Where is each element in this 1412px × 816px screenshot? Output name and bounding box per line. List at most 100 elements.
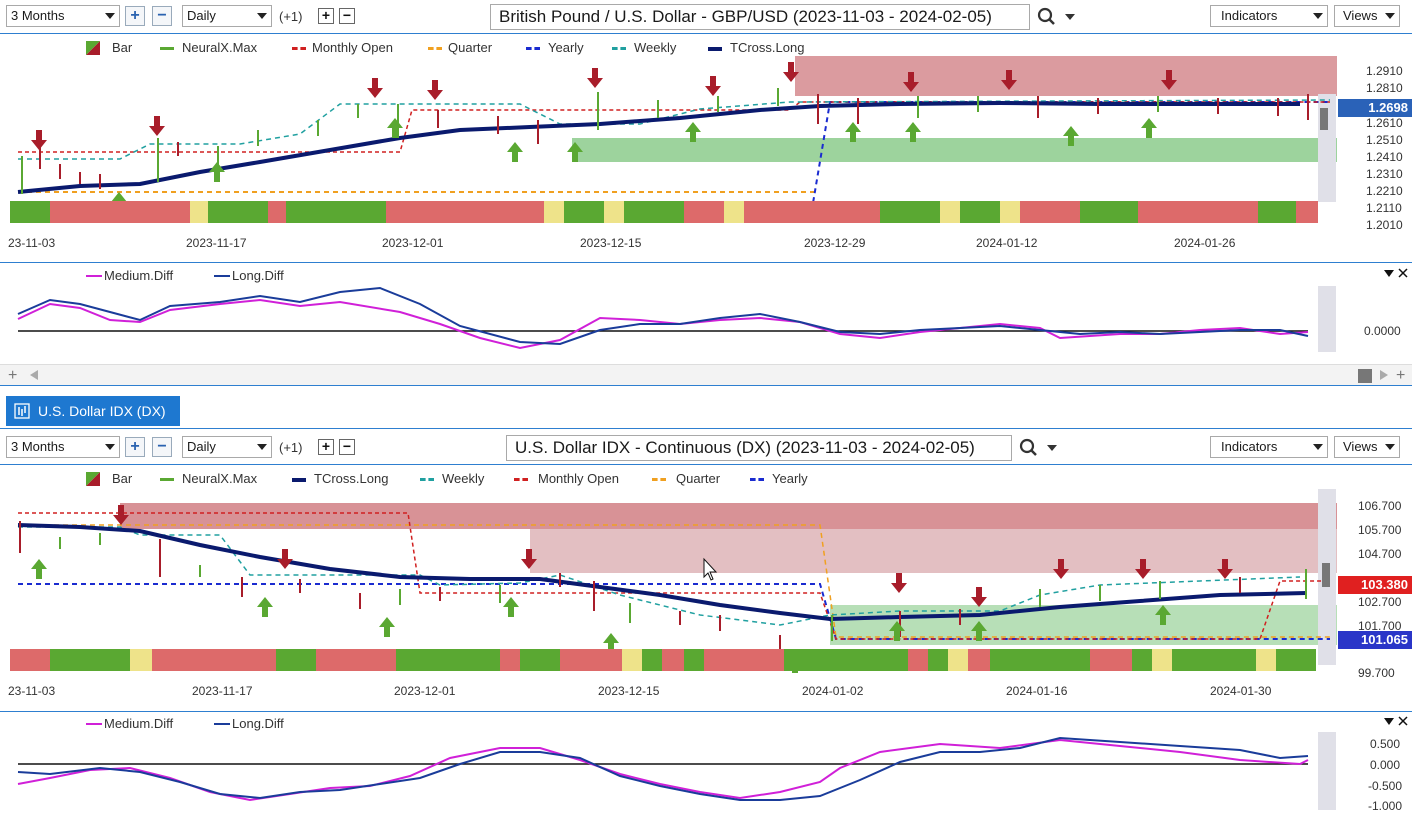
yearly-price-tag: 101.065 [1338, 631, 1412, 649]
monthly-legend-icon [292, 47, 306, 50]
indicators-label: Indicators [1221, 439, 1278, 454]
search-icon[interactable] [1018, 438, 1040, 458]
decrease-offset-button[interactable]: − [339, 8, 355, 24]
symbol-title[interactable]: British Pound / U.S. Dollar - GBP/USD (2… [490, 4, 1030, 30]
close-icon[interactable] [1398, 268, 1408, 278]
date-tick: 2023-11-17 [186, 236, 247, 250]
price-tick: 105.700 [1358, 523, 1402, 537]
add-period-button[interactable]: + [125, 437, 145, 457]
date-tick: 23-11-03 [8, 684, 56, 698]
increase-offset-button[interactable]: + [318, 439, 334, 455]
date-tick: 2024-01-02 [802, 684, 864, 698]
date-tick: 2023-12-01 [394, 684, 456, 698]
views-select[interactable]: Views [1334, 436, 1400, 458]
legend-neuralx: NeuralX.Max [182, 40, 258, 55]
price-tick: 1.2610 [1366, 116, 1403, 130]
symbol-title[interactable]: U.S. Dollar IDX - Continuous (DX) (2023-… [506, 435, 1012, 461]
sell-arrows [113, 505, 1233, 607]
increase-offset-button[interactable]: + [318, 8, 334, 24]
chevron-down-icon [1385, 444, 1395, 450]
bottom-price-chart[interactable]: Bar NeuralX.Max TCross.Long Weekly Month… [0, 465, 1412, 711]
zoom-in-icon[interactable]: + [8, 367, 18, 384]
medium-diff-legend-icon [86, 723, 102, 725]
scroll-thumb[interactable] [1358, 369, 1372, 383]
legend-long-diff: Long.Diff [232, 268, 284, 283]
bottom-diff-chart[interactable]: Medium.Diff Long.Diff 0.500 0.000 -0.500… [0, 712, 1412, 816]
monthly-legend-icon [514, 478, 528, 481]
bottom-toolbar: 3 Months + − Daily (+1) + − U.S. Dollar … [0, 431, 1412, 465]
chevron-down-icon [1385, 13, 1395, 19]
legend-yearly: Yearly [548, 40, 584, 55]
offset-label: (+1) [279, 9, 303, 24]
price-tick: 104.700 [1358, 547, 1402, 561]
top-diff-plot[interactable] [0, 264, 1412, 364]
legend-neuralx: NeuralX.Max [182, 471, 258, 486]
current-price-tag: 1.2698 [1338, 99, 1412, 117]
date-tick: 2023-11-17 [192, 684, 253, 698]
top-diff-chart[interactable]: Medium.Diff Long.Diff 0.0000 [0, 264, 1412, 364]
period-select[interactable]: 3 Months [6, 5, 120, 27]
scroll-right-icon[interactable] [1380, 370, 1388, 380]
bottom-diff-plot[interactable] [0, 712, 1412, 816]
date-tick: 2023-12-15 [580, 236, 642, 250]
price-tick: 99.700 [1358, 666, 1395, 680]
views-label: Views [1343, 8, 1378, 23]
legend-tcross: TCross.Long [730, 40, 805, 55]
price-tick: 106.700 [1358, 499, 1402, 513]
add-period-button[interactable]: + [125, 6, 145, 26]
offset-label: (+1) [279, 440, 303, 455]
medium-diff-legend-icon [86, 275, 102, 277]
chevron-down-icon[interactable] [1046, 443, 1058, 453]
price-tick: 1.2510 [1366, 133, 1403, 147]
period-value: 3 Months [11, 8, 65, 23]
sub-tick: 0.500 [1370, 737, 1401, 751]
legend-yearly: Yearly [772, 471, 808, 486]
regime-strip [10, 201, 1318, 223]
chevron-down-icon[interactable] [1064, 12, 1076, 22]
legend-tcross: TCross.Long [314, 471, 389, 486]
tab-usd-index[interactable]: U.S. Dollar IDX (DX) [6, 396, 180, 426]
date-tick: 23-11-03 [8, 236, 56, 250]
remove-period-button[interactable]: − [152, 6, 172, 26]
top-price-plot[interactable] [0, 34, 1412, 262]
regime-strip [10, 649, 1316, 671]
collapse-icon[interactable] [1384, 718, 1394, 726]
legend-medium-diff: Medium.Diff [104, 716, 174, 731]
interval-value: Daily [187, 8, 216, 23]
chevron-down-icon [1313, 444, 1323, 450]
views-select[interactable]: Views [1334, 5, 1400, 27]
sell-arrows [31, 62, 1177, 150]
tcross-legend-icon [708, 47, 722, 51]
top-price-chart[interactable]: Bar NeuralX.Max Monthly Open Quarter Yea… [0, 34, 1412, 262]
long-diff-legend-icon [214, 723, 230, 725]
tcross-legend-icon [292, 478, 306, 482]
price-tick: 1.2010 [1366, 218, 1403, 232]
remove-period-button[interactable]: − [152, 437, 172, 457]
interval-select[interactable]: Daily [182, 436, 272, 458]
date-tick: 2024-01-26 [1174, 236, 1236, 250]
horizontal-scrollbar[interactable]: + + [0, 364, 1412, 386]
chevron-down-icon [257, 13, 267, 19]
search-icon[interactable] [1036, 7, 1058, 27]
zoom-out-icon[interactable]: + [1396, 367, 1406, 384]
chevron-down-icon [1313, 13, 1323, 19]
chevron-down-icon [257, 444, 267, 450]
bottom-price-plot[interactable] [0, 465, 1412, 711]
period-select[interactable]: 3 Months [6, 436, 120, 458]
scroll-left-icon[interactable] [30, 370, 38, 380]
sub-tick: -0.500 [1368, 779, 1403, 793]
indicators-select[interactable]: Indicators [1210, 5, 1328, 27]
close-icon[interactable] [1398, 716, 1408, 726]
date-tick: 2023-12-29 [804, 236, 866, 250]
price-tick: 101.700 [1358, 619, 1402, 633]
long-diff-legend-icon [214, 275, 230, 277]
collapse-icon[interactable] [1384, 270, 1394, 278]
quarter-legend-icon [652, 478, 666, 481]
decrease-offset-button[interactable]: − [339, 439, 355, 455]
interval-select[interactable]: Daily [182, 5, 272, 27]
current-price-tag: 103.380 [1338, 576, 1412, 594]
sub-value: 0.0000 [1364, 324, 1401, 338]
date-tick: 2023-12-15 [598, 684, 660, 698]
legend-bar: Bar [112, 471, 133, 486]
indicators-select[interactable]: Indicators [1210, 436, 1328, 458]
